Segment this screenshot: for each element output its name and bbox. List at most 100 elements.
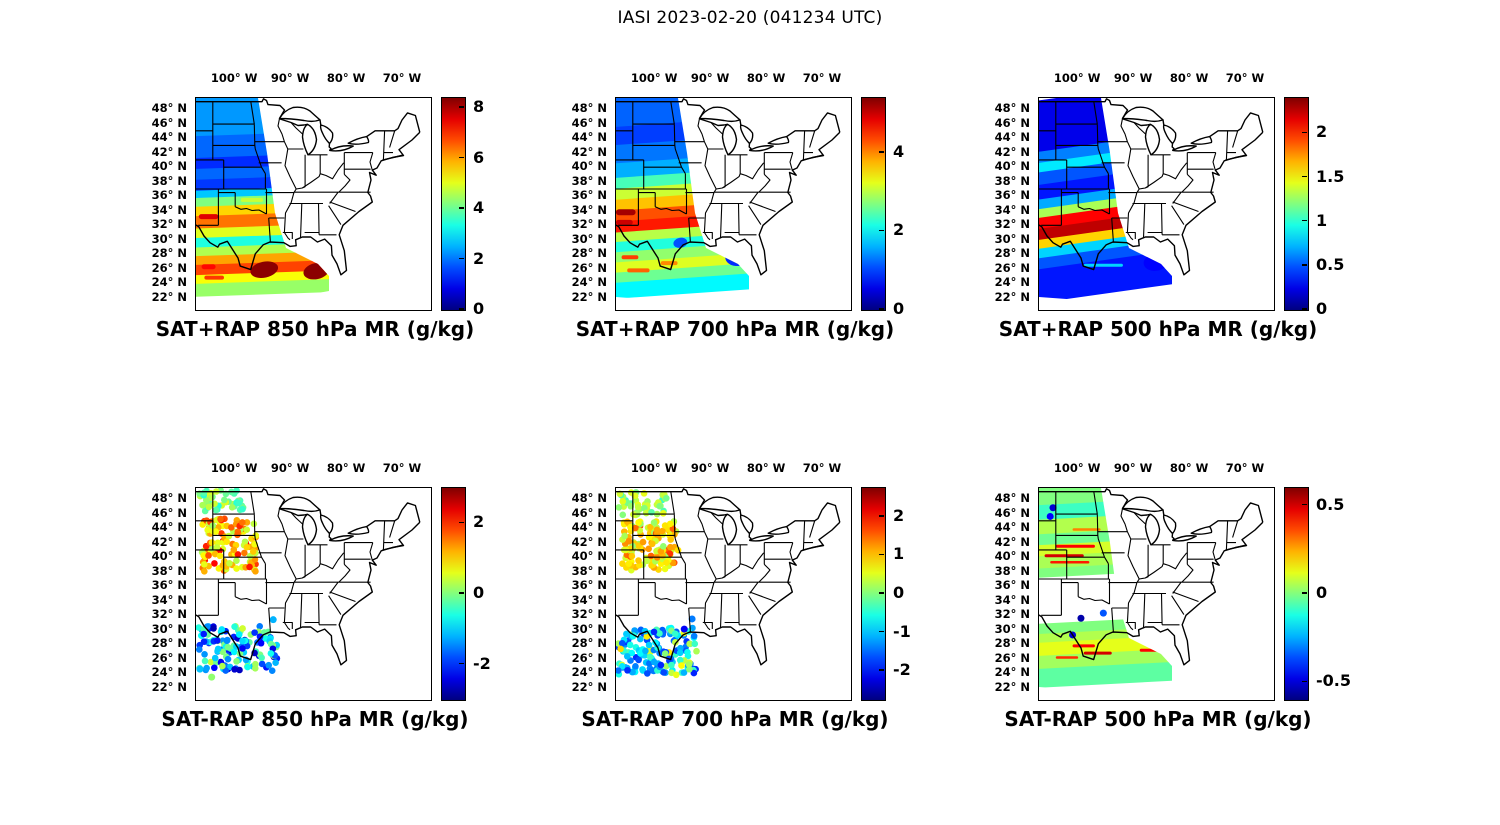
map-axes-sat-minus-rap-850 <box>195 487 432 701</box>
colorbar-tick <box>879 229 884 232</box>
colorbar-tick-label: 0 <box>473 299 485 318</box>
data-dot <box>208 539 216 546</box>
lat-tick-label: 48° N <box>571 101 607 115</box>
data-dot <box>217 515 224 523</box>
data-dot <box>650 628 658 636</box>
swath-streak <box>1050 560 1090 564</box>
data-dot <box>635 656 642 664</box>
colorbar-tick <box>1302 592 1307 594</box>
data-dot <box>234 551 242 558</box>
data-dot <box>676 649 684 657</box>
data-dot <box>256 633 264 640</box>
swath-streak <box>204 275 224 280</box>
coastline <box>366 130 395 138</box>
data-dot <box>257 639 265 647</box>
data-dot <box>676 656 684 664</box>
data-dot <box>239 637 246 645</box>
swath-streak <box>1044 554 1084 558</box>
coastline <box>394 112 421 133</box>
data-dot <box>635 519 642 526</box>
colorbar-tick <box>879 515 884 517</box>
colorbar-tick-label: 2 <box>893 220 905 240</box>
lon-tick-label: 70° W <box>802 461 842 475</box>
data-dot <box>200 561 208 568</box>
data-dot <box>621 532 628 540</box>
great-lake <box>1144 123 1161 156</box>
lat-tick-label: 42° N <box>994 144 1030 159</box>
lat-tick-label: 32° N <box>151 607 187 622</box>
data-dot <box>667 536 675 543</box>
panel-title-sat-plus-rap-850: SAT+RAP 850 hPa MR (g/kg) <box>155 317 475 341</box>
basemap <box>1038 488 1264 666</box>
coastline <box>1039 488 1129 509</box>
state-borders <box>616 101 816 243</box>
great-lake <box>1144 513 1161 546</box>
data-dot <box>200 638 208 645</box>
state-borders <box>196 491 396 633</box>
great-lake <box>278 496 321 513</box>
panel-sat-minus-rap-850: 100° W 90° W 80° W 70° W 48° N 46° N 44° N 42° … <box>125 445 505 745</box>
data-dot <box>233 557 240 564</box>
lat-tick-label: 28° N <box>151 246 187 261</box>
coastline <box>814 112 841 133</box>
data-dot <box>666 550 674 557</box>
data-dot <box>661 522 669 529</box>
lat-tick-label: 44° N <box>994 130 1030 145</box>
data-dot <box>208 673 216 681</box>
map-plot-sat-minus-rap-500 <box>1038 488 1264 690</box>
coastline <box>670 521 841 666</box>
lat-tick-label: 36° N <box>571 188 607 203</box>
data-dot <box>239 505 246 513</box>
data-dot <box>252 532 260 539</box>
data-dot <box>686 665 693 673</box>
colorbar-tick-label: 2 <box>1316 122 1328 142</box>
data-dot <box>667 543 674 551</box>
data-dot <box>645 641 653 649</box>
data-dot <box>213 544 221 551</box>
data-dot <box>269 616 277 624</box>
coastline <box>394 502 421 523</box>
coastline <box>1237 502 1264 523</box>
coastline <box>196 488 286 509</box>
lon-tick-label: 100° W <box>630 461 678 475</box>
coastline <box>739 509 742 516</box>
figure-title: IASI 2023-02-20 (041234 UTC) <box>617 8 883 28</box>
data-dot <box>634 503 642 511</box>
colorbar-sat-plus-rap-850 <box>441 97 466 311</box>
data-dot <box>1049 504 1057 512</box>
lat-tick-label: 32° N <box>151 217 187 232</box>
data-dot <box>680 669 688 676</box>
coastline <box>1162 119 1165 126</box>
data-dot <box>243 519 251 526</box>
panel-sat-minus-rap-700: 100° W 90° W 80° W 70° W 48° N 46° N 44° N 42° … <box>545 445 925 745</box>
coastline <box>382 544 403 551</box>
lon-tick-label: 100° W <box>210 71 258 85</box>
lat-tick-label: 34° N <box>151 592 187 607</box>
data-dot <box>219 662 226 670</box>
basemap <box>195 488 421 666</box>
lat-tick-label: 44° N <box>994 520 1030 535</box>
data-dot <box>233 565 240 572</box>
data-dot <box>691 640 699 648</box>
data-dot <box>625 537 633 545</box>
lat-tick-label: 28° N <box>571 246 607 261</box>
lat-tick-label: 28° N <box>151 636 187 651</box>
data-dot <box>231 666 238 673</box>
coastline <box>195 614 252 661</box>
data-dot <box>617 645 624 653</box>
panel-title-sat-minus-rap-500: SAT-RAP 500 hPa MR (g/kg) <box>1004 707 1312 731</box>
data-dot <box>629 668 636 676</box>
colorbar-tick <box>459 308 464 310</box>
data-dot <box>239 625 246 632</box>
lon-tick-label: 90° W <box>1113 461 1153 475</box>
coastline <box>1122 118 1151 127</box>
coastline <box>250 521 421 666</box>
lat-tick-label: 32° N <box>994 607 1030 622</box>
data-dot <box>201 650 208 658</box>
data-dot <box>647 523 654 531</box>
data-dot <box>224 643 232 651</box>
data-dot <box>618 639 626 647</box>
data-dot <box>204 526 211 534</box>
data-dot <box>201 568 208 575</box>
coastline <box>670 131 841 276</box>
